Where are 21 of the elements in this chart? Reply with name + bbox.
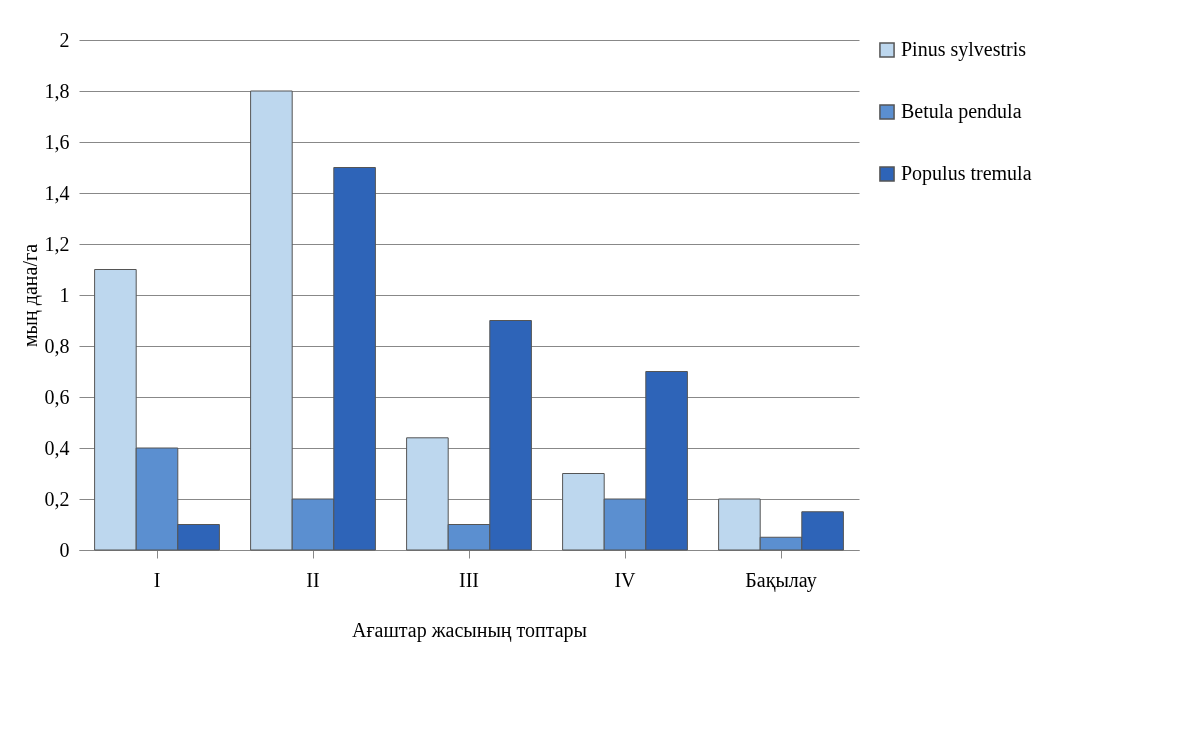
y-tick-label: 0,6: [44, 385, 70, 408]
y-tick-label: 1: [59, 283, 70, 306]
y-tick-label: 1,6: [44, 130, 70, 153]
legend-label: Betula pendula: [901, 100, 1022, 123]
x-axis-title: Ағаштар жасының топтары: [351, 618, 588, 642]
x-tick-label: III: [459, 568, 479, 591]
y-tick-label: 0,4: [44, 436, 70, 459]
y-tick-label: 0: [59, 538, 70, 561]
y-tick-label: 1,4: [44, 181, 70, 204]
y-axis-title: мың дана/га: [18, 243, 42, 348]
y-tick-label: 0,8: [44, 334, 70, 357]
x-tick-label: Бақылау: [745, 568, 817, 592]
x-tick-label: I: [153, 568, 161, 591]
y-tick-label: 2: [59, 28, 70, 51]
y-tick-label: 1,2: [44, 232, 70, 255]
legend-label: Pinus sylvestris: [901, 38, 1027, 61]
legend-label: Populus tremula: [901, 162, 1032, 185]
y-tick-label: 1,8: [44, 79, 70, 102]
y-tick-label: 0,2: [44, 487, 70, 510]
x-tick-label: II: [306, 568, 320, 591]
x-tick-label: IV: [614, 568, 637, 591]
